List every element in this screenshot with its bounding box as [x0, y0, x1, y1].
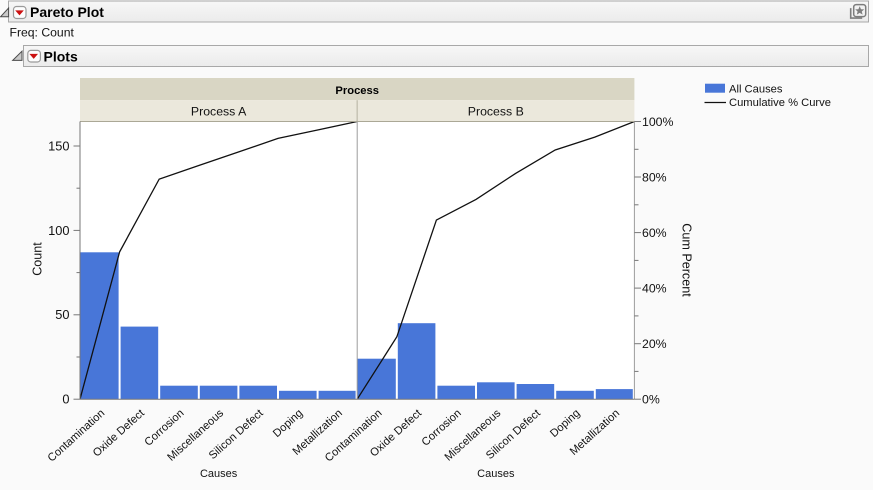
svg-text:Process: Process: [335, 85, 379, 97]
svg-text:Causes: Causes: [477, 468, 515, 480]
svg-text:100%: 100%: [642, 115, 674, 129]
svg-text:Process A: Process A: [191, 104, 247, 118]
svg-text:Cum Percent: Cum Percent: [680, 223, 694, 297]
svg-text:100: 100: [48, 223, 69, 238]
svg-text:Causes: Causes: [200, 468, 238, 480]
svg-text:Pareto Plot: Pareto Plot: [30, 4, 104, 20]
svg-text:0%: 0%: [642, 393, 660, 407]
svg-text:80%: 80%: [642, 170, 667, 184]
svg-text:20%: 20%: [642, 337, 667, 351]
svg-text:Count: Count: [31, 242, 45, 276]
svg-text:150: 150: [48, 138, 69, 153]
svg-text:0: 0: [62, 392, 69, 407]
svg-text:Plots: Plots: [44, 48, 78, 64]
svg-text:60%: 60%: [642, 226, 667, 240]
svg-text:Process B: Process B: [468, 104, 524, 118]
svg-text:All Causes: All Causes: [729, 84, 783, 96]
svg-text:50: 50: [55, 307, 69, 322]
svg-text:Freq: Count: Freq: Count: [10, 26, 75, 40]
svg-text:40%: 40%: [642, 282, 667, 296]
svg-text:Cumulative % Curve: Cumulative % Curve: [729, 97, 831, 109]
